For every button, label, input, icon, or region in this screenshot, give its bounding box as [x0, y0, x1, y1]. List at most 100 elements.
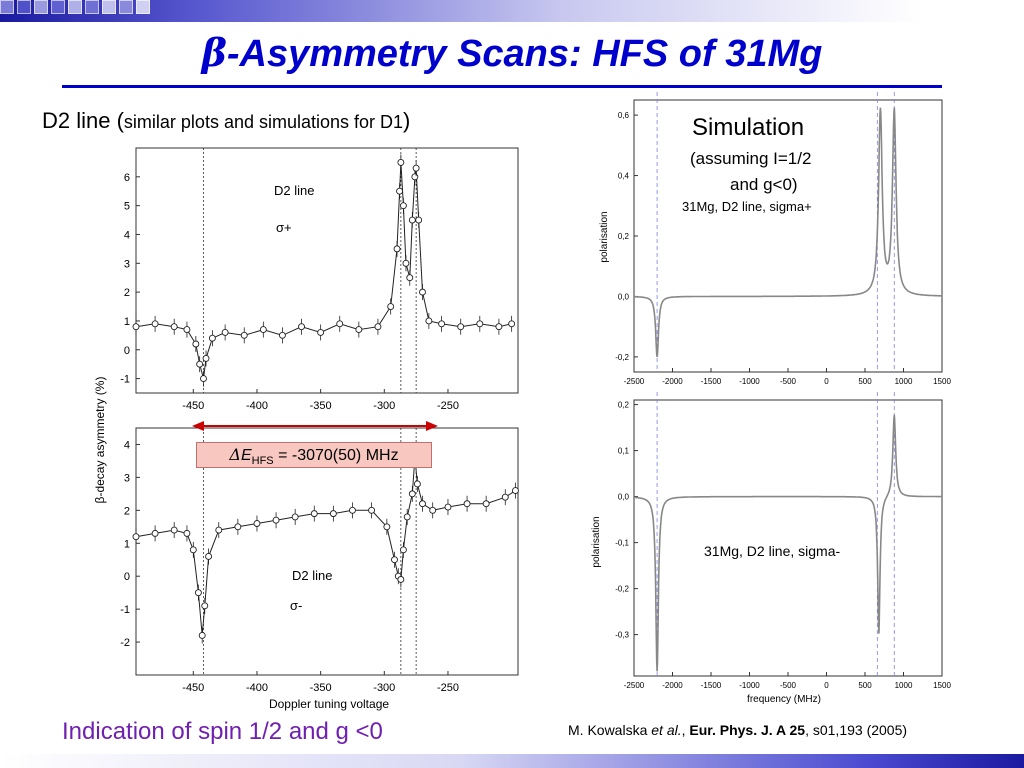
- data-point: [329, 510, 337, 518]
- data-point: [170, 526, 178, 534]
- x-tick-label: -450: [182, 682, 204, 694]
- data-point: [170, 323, 178, 331]
- data-point: [463, 500, 471, 508]
- data-point: [234, 523, 242, 531]
- data-point: [253, 520, 261, 527]
- data-point: [415, 216, 423, 224]
- x-tick-label: -450: [182, 400, 204, 412]
- experiment-chart: β-decay asymmetry (%) Doppler tuning vol…: [93, 147, 519, 711]
- data-point: [317, 329, 325, 336]
- y-tick-label: 4: [124, 229, 130, 241]
- data-point: [272, 516, 280, 524]
- data-point: [391, 556, 398, 564]
- data-point: [208, 334, 216, 342]
- x-tick-label: -1500: [701, 377, 722, 386]
- data-point: [403, 513, 411, 521]
- y-tick-label: -0,1: [615, 539, 629, 548]
- x-tick-label: -250: [437, 400, 459, 412]
- data-point: [419, 288, 426, 296]
- data-point: [508, 320, 516, 328]
- y-tick-label: -0,2: [615, 353, 629, 362]
- simulation-bottom-chart: polarisation frequency (MHz) 31Mg, D2 li…: [591, 392, 951, 705]
- decorative-squares: [0, 0, 153, 16]
- x-tick-label: -1000: [739, 377, 760, 386]
- x-tick-label: -2500: [624, 681, 645, 690]
- y-tick-label: 0,4: [618, 172, 630, 181]
- data-point: [387, 303, 395, 310]
- data-point: [183, 326, 191, 334]
- y-tick-label: 3: [124, 472, 130, 484]
- data-point: [495, 323, 503, 331]
- title-underline: [62, 85, 942, 88]
- data-point: [444, 503, 452, 511]
- data-point: [393, 245, 401, 253]
- data-point: [413, 480, 421, 488]
- data-point: [151, 529, 159, 537]
- data-point: [402, 259, 410, 267]
- data-point: [291, 513, 299, 521]
- y-tick-label: 2: [124, 505, 130, 517]
- y-tick-label: -1: [120, 374, 130, 386]
- y-tick-label: -1: [120, 604, 130, 616]
- exp-bottom-sublabel: σ-: [290, 598, 302, 613]
- y-tick-label: 6: [124, 172, 130, 184]
- y-tick-label: 0: [124, 571, 130, 583]
- slide-title: β-Asymmetry Scans: HFS of 31Mg: [201, 30, 823, 75]
- data-point: [200, 375, 207, 383]
- subtitle: D2 line (similar plots and simulations f…: [42, 108, 411, 133]
- data-point: [278, 331, 286, 339]
- data-point: [411, 173, 419, 181]
- data-point: [205, 552, 213, 560]
- x-tick-label: -1000: [739, 681, 760, 690]
- data-point: [429, 506, 437, 514]
- data-point: [349, 506, 356, 514]
- x-tick-label: -1500: [701, 681, 722, 690]
- x-tick-label: -300: [373, 682, 395, 694]
- data-point: [198, 632, 206, 639]
- sim-bottom-ylabel: polarisation: [591, 516, 602, 567]
- y-tick-label: 0,0: [618, 493, 630, 502]
- y-tick-label: 3: [124, 258, 130, 270]
- y-tick-label: -0,2: [615, 585, 629, 594]
- data-point: [457, 323, 465, 331]
- data-point: [221, 329, 229, 336]
- x-tick-label: -250: [437, 682, 459, 694]
- data-point: [399, 202, 407, 210]
- x-tick-label: -400: [246, 682, 268, 694]
- experiment-xlabel: Doppler tuning voltage: [269, 697, 389, 711]
- exp-bottom-label: D2 line: [292, 568, 332, 583]
- y-tick-label: 0,6: [618, 111, 630, 120]
- data-point: [406, 274, 414, 282]
- x-tick-label: -2000: [662, 377, 683, 386]
- exp-axes-frame: [135, 427, 519, 676]
- data-point: [476, 320, 484, 328]
- data-point: [189, 546, 197, 554]
- data-point: [201, 602, 209, 610]
- simulation-curve: [634, 414, 942, 672]
- data-point: [397, 576, 405, 583]
- y-tick-label: 0,1: [618, 447, 630, 456]
- data-point: [310, 510, 318, 518]
- y-tick-label: 5: [124, 201, 130, 213]
- x-tick-label: -500: [780, 681, 797, 690]
- data-point: [374, 323, 382, 331]
- footer-band: [0, 754, 1024, 768]
- y-tick-label: -0,3: [615, 631, 629, 640]
- exp-top-label: D2 line: [274, 183, 314, 198]
- data-point: [240, 331, 248, 339]
- x-tick-label: 1000: [895, 377, 913, 386]
- x-tick-label: -500: [780, 377, 797, 386]
- experiment-ylabel: β-decay asymmetry (%): [93, 377, 107, 504]
- data-point: [397, 158, 405, 166]
- y-tick-label: 0,2: [618, 401, 630, 410]
- y-tick-label: 0,0: [618, 292, 630, 301]
- sim-bottom-xlabel: frequency (MHz): [747, 694, 821, 705]
- data-point: [412, 164, 420, 172]
- data-point: [438, 320, 446, 328]
- data-point: [368, 506, 376, 514]
- y-tick-label: 2: [124, 287, 130, 299]
- data-point: [383, 523, 391, 531]
- x-tick-label: 0: [824, 377, 829, 386]
- data-point: [183, 529, 191, 537]
- data-point: [399, 546, 407, 554]
